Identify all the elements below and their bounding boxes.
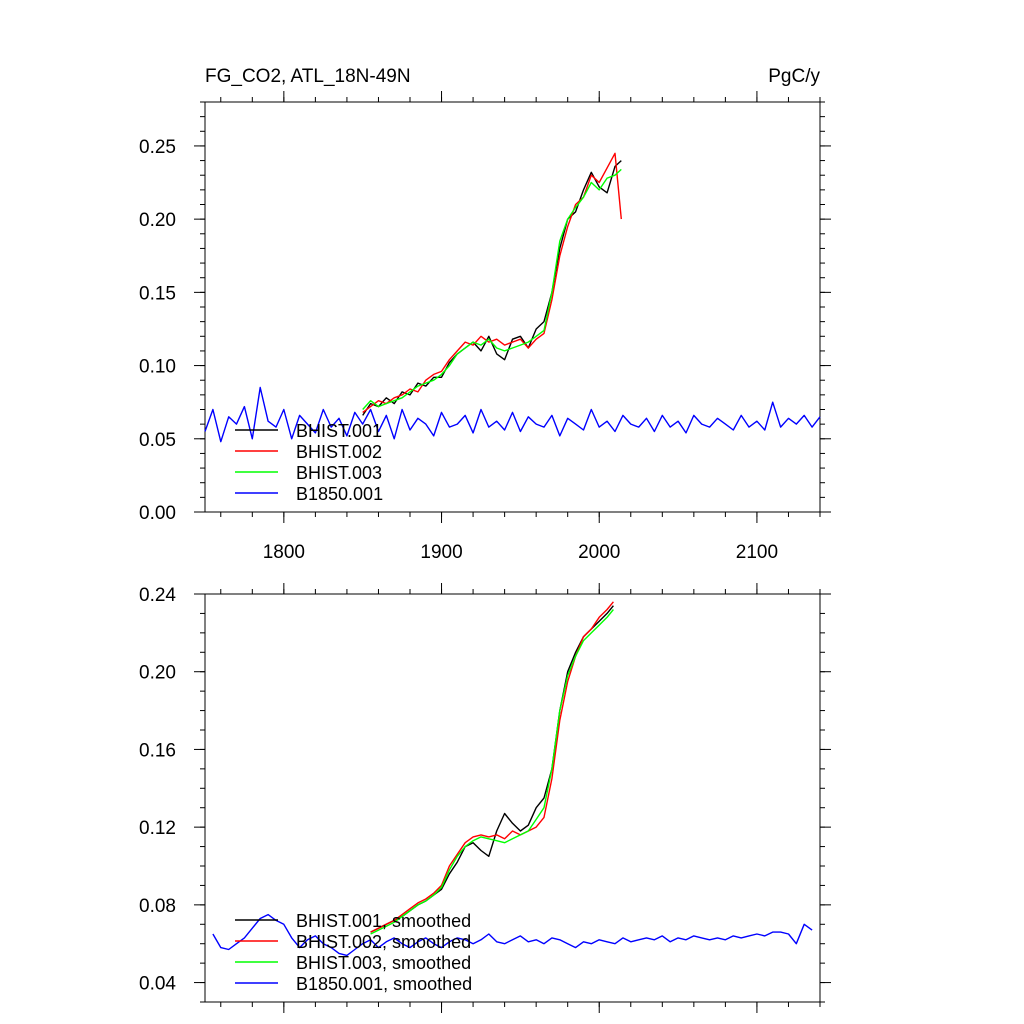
units-label: PgC/y — [768, 66, 820, 87]
series-line — [204, 386, 821, 443]
y-tick-label: 0.00 — [139, 503, 176, 524]
y-tick-label: 0.20 — [139, 663, 176, 684]
legend-label: BHIST.003, smoothed — [296, 953, 471, 973]
y-tick-label: 0.12 — [139, 818, 176, 839]
x-tick-label: 1800 — [263, 542, 305, 563]
y-tick-label: 0.05 — [139, 430, 176, 451]
chart-title: FG_CO2, ATL_18N-49N — [205, 66, 411, 87]
x-tick-label: 2000 — [578, 542, 620, 563]
legend-label: BHIST.002 — [296, 442, 382, 462]
y-tick-label: 0.20 — [139, 210, 176, 231]
panel-bottom: 0.04 0.08 0.12 0.16 0.20 0.24 BHIST.001, smoot… — [139, 583, 831, 1013]
series-line — [370, 601, 614, 933]
series-line — [362, 168, 622, 410]
y-tick-label: 0.16 — [139, 740, 176, 761]
legend-label: BHIST.001, smoothed — [296, 911, 471, 931]
x-tick-label: 2100 — [736, 542, 778, 563]
legend-label: BHIST.001 — [296, 421, 382, 441]
legend-label: B1850.001, smoothed — [296, 974, 472, 994]
y-tick-label: 0.24 — [139, 585, 176, 606]
y-tick-label: 0.25 — [139, 137, 176, 158]
series-line — [212, 913, 813, 957]
panel-top: 1800 1900 2000 2100 0.00 0.05 0.10 0.15 0.20 0.25… — [139, 91, 831, 563]
series-line — [362, 152, 622, 413]
legend-label: BHIST.002, smoothed — [296, 932, 471, 952]
legend-label: BHIST.003 — [296, 463, 382, 483]
y-tick-label: 0.04 — [139, 974, 176, 995]
y-tick-label: 0.10 — [139, 357, 176, 378]
legend-label: B1850.001 — [296, 484, 383, 504]
x-tick-label: 1900 — [420, 542, 462, 563]
plot-frame — [204, 593, 821, 1003]
series-line — [370, 609, 614, 935]
y-tick-label: 0.08 — [139, 896, 176, 917]
y-tick-label: 0.15 — [139, 283, 176, 304]
